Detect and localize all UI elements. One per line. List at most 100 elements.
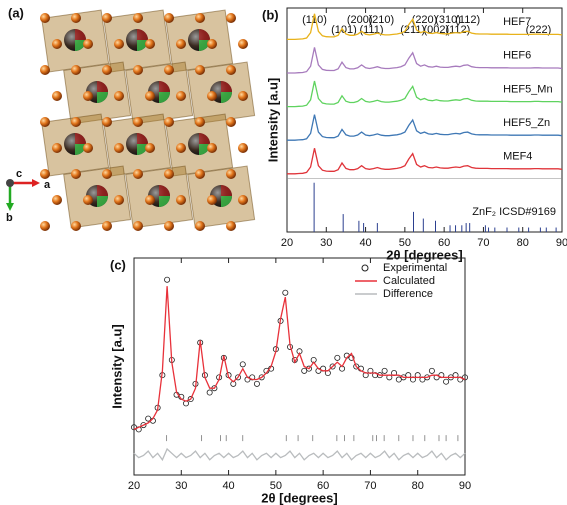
fluorine-atom (164, 117, 174, 127)
data-point (381, 367, 388, 374)
fluorine-atom (226, 169, 236, 179)
fluorine-atom (40, 65, 50, 75)
fluorine-atom (83, 91, 93, 101)
legend-label: HEF5_Zn (503, 117, 550, 129)
fluorine-atom (145, 91, 155, 101)
fluorine-atom (83, 143, 93, 153)
panel-label: (a) (8, 5, 24, 20)
fluorine-atom (226, 13, 236, 23)
fluorine-atom (114, 91, 124, 101)
metal-atom-part (97, 185, 108, 196)
plot-frame (133, 257, 466, 476)
fluorine-atom (83, 195, 93, 205)
data-point (235, 374, 242, 381)
fluorine-atom (40, 13, 50, 23)
data-point (353, 363, 360, 370)
metal-atom-part (75, 29, 86, 40)
fluorine-atom (176, 195, 186, 205)
fluorine-atom (226, 65, 236, 75)
data-line (133, 447, 466, 462)
metal-atom-part (97, 196, 108, 207)
metal-atom-part (221, 81, 232, 92)
data-line (287, 80, 563, 108)
fluorine-atom (133, 221, 143, 231)
data-point (253, 380, 260, 387)
data-line (133, 286, 466, 430)
data-point (164, 276, 171, 283)
data-point (282, 289, 289, 296)
x-tick-label: 40 (359, 237, 371, 249)
x-tick-label: 60 (317, 480, 329, 492)
fluorine-atom (164, 169, 174, 179)
fluorine-atom (71, 221, 81, 231)
legend-swatch (361, 264, 369, 272)
fluorine-atom (226, 221, 236, 231)
metal-atom-part (159, 196, 170, 207)
fluorine-atom (207, 91, 217, 101)
fluorine-atom (71, 117, 81, 127)
x-tick-label: 80 (412, 480, 424, 492)
data-line (287, 148, 563, 175)
metal-atom-part (221, 196, 232, 207)
fluorine-atom (133, 117, 143, 127)
fluorine-atom (71, 169, 81, 179)
fluorine-atom (207, 195, 217, 205)
legend-label: Experimental (383, 262, 447, 274)
x-tick-label: 90 (459, 480, 471, 492)
x-tick-label: 90 (556, 237, 567, 249)
data-point (187, 396, 194, 403)
data-point (395, 376, 402, 383)
y-axis-label: Intensity [a.u] (109, 324, 124, 409)
fluorine-atom (40, 221, 50, 231)
data-point (301, 367, 308, 374)
legend-label: MEF4 (503, 151, 532, 163)
peak-label: (110) (302, 14, 327, 26)
data-line (287, 47, 563, 74)
fluorine-atom (71, 65, 81, 75)
fluorine-atom (52, 91, 62, 101)
metal-atom-part (199, 29, 210, 40)
fluorine-atom (238, 91, 248, 101)
y-axis-label: Intensity [a.u] (265, 78, 280, 163)
fluorine-atom (114, 143, 124, 153)
fluorine-atom (207, 143, 217, 153)
fluorine-atom (176, 91, 186, 101)
metal-atom-part (137, 29, 148, 40)
data-point (145, 415, 152, 422)
fluorine-atom (164, 65, 174, 75)
legend-label: HEF7 (503, 16, 531, 28)
x-tick-label: 70 (364, 480, 376, 492)
data-point (130, 424, 137, 431)
fluorine-atom (133, 65, 143, 75)
data-point (258, 374, 265, 381)
x-tick-label: 50 (270, 480, 282, 492)
data-point (206, 389, 213, 396)
metal-atom-part (137, 133, 148, 144)
fluorine-atom (176, 143, 186, 153)
data-point (220, 354, 227, 361)
axis-label: a (44, 179, 51, 191)
data-point (329, 363, 336, 370)
crystal-structure (40, 9, 256, 231)
fluorine-atom (102, 13, 112, 23)
fluorine-atom (52, 195, 62, 205)
data-line (287, 114, 563, 141)
panel-label: (c) (110, 257, 126, 272)
metal-atom-part (159, 92, 170, 103)
axis-triad: c a b (6, 168, 51, 224)
legend-label: ZnF₂ ICSD#9169 (472, 206, 556, 218)
data-point (443, 378, 450, 385)
fluorine-atom (164, 221, 174, 231)
x-tick-label: 20 (281, 237, 293, 249)
peak-label: (112) (455, 14, 480, 26)
panel-label: (b) (262, 7, 279, 22)
peak-label: (220) (412, 14, 438, 26)
x-tick-label: 80 (517, 237, 529, 249)
metal-atom-part (159, 81, 170, 92)
x-axis-label: 2θ [degrees] (386, 247, 462, 262)
fluorine-atom (102, 169, 112, 179)
fluorine-atom (71, 13, 81, 23)
axis-label: c (16, 168, 22, 180)
plot-frame (286, 7, 563, 233)
